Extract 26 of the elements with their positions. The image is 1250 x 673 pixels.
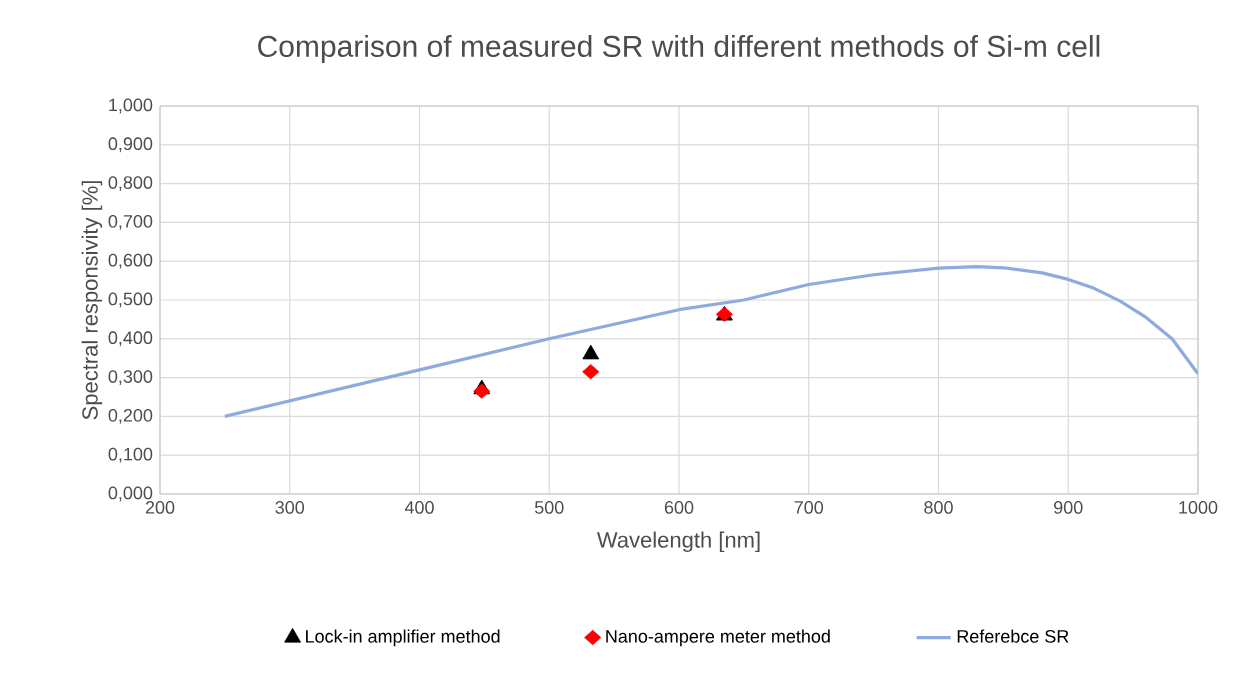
x-tick-label: 900 [1054, 501, 1083, 514]
x-tick-label: 600 [664, 501, 694, 514]
y-tick-label: 0,700 [108, 214, 153, 230]
x-tick-label: 800 [924, 501, 953, 514]
y-tick-label: 0,800 [108, 176, 153, 192]
x-tick-label: 500 [534, 501, 564, 514]
chart-title: Comparison of measured SR with different methods of Si-m cell [258, 34, 1100, 63]
y-tick-label: 0,100 [108, 447, 153, 463]
y-tick-label: 0,000 [108, 486, 153, 502]
y-tick-label: 0,900 [108, 137, 153, 153]
x-tick-label: 300 [275, 501, 305, 514]
y-tick-label: 0,200 [108, 408, 153, 424]
y-tick-label: 0,400 [108, 331, 153, 347]
x-tick-label: 700 [794, 501, 824, 514]
x-tick-label: 400 [404, 501, 434, 514]
y-tick-label: 0,600 [108, 253, 153, 269]
y-tick-label: 1,000 [109, 98, 153, 114]
x-tick-label: 1000 [1179, 501, 1218, 514]
legend-label: Lock-in amplifier method [306, 629, 500, 647]
y-tick-label: 0,500 [108, 292, 153, 308]
y-axis-title: Spectral responsivity [%] [81, 181, 103, 420]
x-tick-label: 200 [145, 501, 175, 514]
y-tick-label: 0,300 [108, 370, 153, 386]
legend-label: Referebce SR [957, 629, 1069, 643]
legend-label: Nano-ampere meter method [606, 629, 830, 647]
x-axis-title: Wavelength [nm] [596, 531, 760, 553]
